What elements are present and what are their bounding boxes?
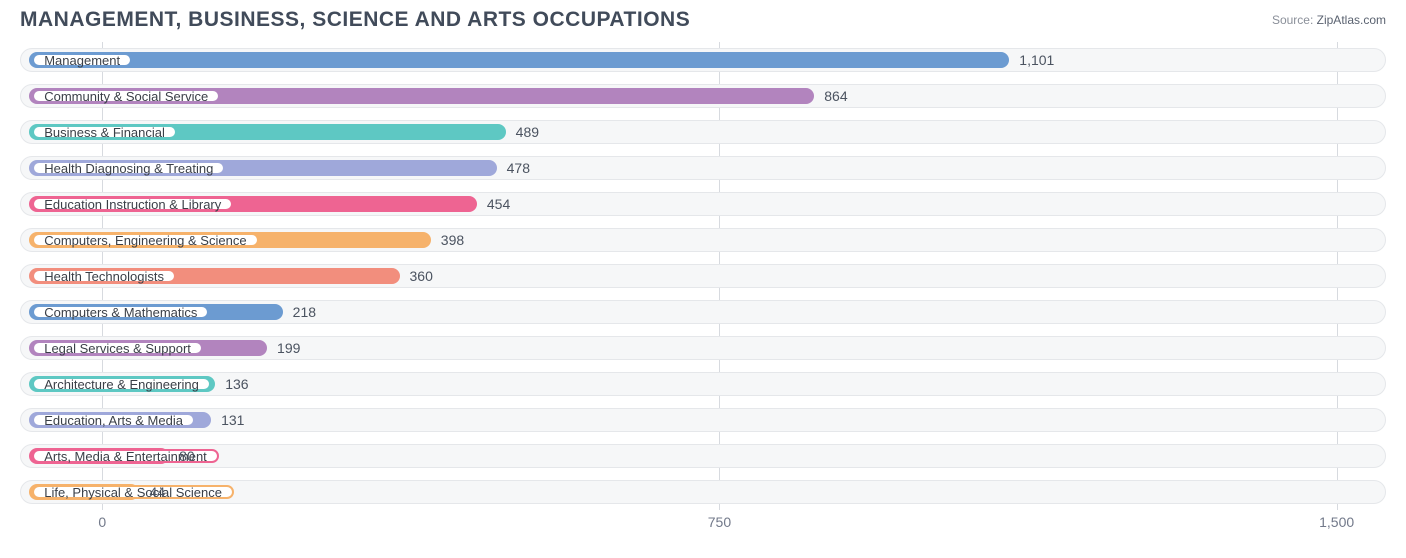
bar-label-pill: Computers, Engineering & Science — [32, 233, 258, 247]
bar-row: Life, Physical & Social Science44 — [20, 474, 1386, 510]
bar-row: Education, Arts & Media 131 — [20, 402, 1386, 438]
bar-row: Management 1,101 — [20, 42, 1386, 78]
chart-header: MANAGEMENT, BUSINESS, SCIENCE AND ARTS O… — [0, 0, 1406, 36]
bar-value-label: 398 — [441, 232, 464, 248]
bar-track: Computers & Mathematics 218 — [20, 300, 1386, 324]
bar-row: Health Diagnosing & Treating 478 — [20, 150, 1386, 186]
bar-label-pill: Health Diagnosing & Treating — [32, 161, 225, 175]
bar-label-pill: Computers & Mathematics — [32, 305, 209, 319]
bar-value-label: 131 — [221, 412, 244, 428]
bar-label-pill: Legal Services & Support — [32, 341, 203, 355]
bar-track: Arts, Media & Entertainment80 — [20, 444, 1386, 468]
bar-value-label: 360 — [410, 268, 433, 284]
bar-track: Business & Financial 489 — [20, 120, 1386, 144]
bar-label-pill: Health Technologists — [32, 269, 176, 283]
bar-row: Legal Services & Support 199 — [20, 330, 1386, 366]
bar-label-pill: Community & Social Service — [32, 89, 220, 103]
source-value: ZipAtlas.com — [1317, 13, 1386, 27]
bar-row: Computers & Mathematics 218 — [20, 294, 1386, 330]
bar-row: Community & Social Service 864 — [20, 78, 1386, 114]
chart-plot: Management 1,101 Community & Social Servic… — [20, 42, 1386, 536]
bar-row: Arts, Media & Entertainment80 — [20, 438, 1386, 474]
bar-value-label: 1,101 — [1019, 52, 1054, 68]
bar-value-label: 864 — [824, 88, 847, 104]
source-label: Source: — [1272, 13, 1313, 27]
bar-value-label: 44 — [149, 484, 165, 500]
bar-track: Community & Social Service 864 — [20, 84, 1386, 108]
bar-track: Life, Physical & Social Science44 — [20, 480, 1386, 504]
x-axis: 0 750 1,500 — [20, 510, 1386, 536]
bar-label-pill: Architecture & Engineering — [32, 377, 211, 391]
bar-row: Education Instruction & Library 454 — [20, 186, 1386, 222]
bar-value-label: 199 — [277, 340, 300, 356]
bar-track: Architecture & Engineering 136 — [20, 372, 1386, 396]
bar-row: Health Technologists 360 — [20, 258, 1386, 294]
bar-track: Legal Services & Support 199 — [20, 336, 1386, 360]
chart-rows: Management 1,101 Community & Social Servic… — [20, 42, 1386, 510]
bar-label-pill: Education, Arts & Media — [32, 413, 195, 427]
bar-value-label: 136 — [225, 376, 248, 392]
bar-track: Education, Arts & Media 131 — [20, 408, 1386, 432]
bar-row: Computers, Engineering & Science 398 — [20, 222, 1386, 258]
bar-track: Education Instruction & Library 454 — [20, 192, 1386, 216]
bar-value-label: 218 — [293, 304, 316, 320]
bar-label-pill: Education Instruction & Library — [32, 197, 233, 211]
x-axis-tick: 1,500 — [1319, 514, 1354, 530]
bar-track: Health Technologists 360 — [20, 264, 1386, 288]
bar-value-label: 80 — [179, 448, 195, 464]
bar-value-label: 489 — [516, 124, 539, 140]
bar-track: Management 1,101 — [20, 48, 1386, 72]
x-axis-tick: 0 — [98, 514, 106, 530]
x-axis-tick: 750 — [708, 514, 731, 530]
bar-row: Architecture & Engineering 136 — [20, 366, 1386, 402]
bar-value-label: 478 — [507, 160, 530, 176]
bar-label-pill: Management — [32, 53, 132, 67]
bar-label-pill: Life, Physical & Social Science — [32, 485, 234, 499]
bar-row: Business & Financial 489 — [20, 114, 1386, 150]
bar-track: Health Diagnosing & Treating 478 — [20, 156, 1386, 180]
chart-title: MANAGEMENT, BUSINESS, SCIENCE AND ARTS O… — [20, 8, 690, 32]
bar-label-pill: Business & Financial — [32, 125, 177, 139]
bar-track: Computers, Engineering & Science 398 — [20, 228, 1386, 252]
chart-source: Source: ZipAtlas.com — [1272, 13, 1386, 27]
bar-value-label: 454 — [487, 196, 510, 212]
bar-fill — [29, 52, 1009, 68]
chart-area: Management 1,101 Community & Social Servic… — [0, 36, 1406, 536]
